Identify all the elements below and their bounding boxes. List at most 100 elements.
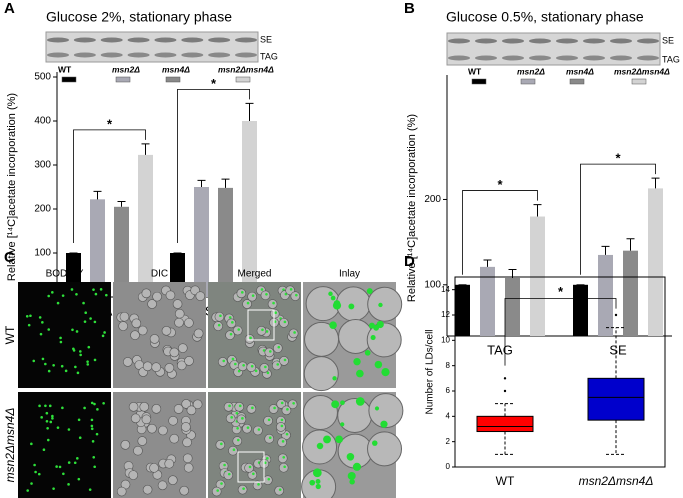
lipid-droplet (267, 477, 271, 481)
cell (181, 422, 191, 432)
cell (151, 362, 161, 373)
cell (141, 288, 152, 299)
blot-band (637, 55, 659, 61)
cell (142, 361, 153, 372)
lipid-droplet (101, 334, 105, 338)
legend-label: WT (58, 64, 72, 74)
lipid-droplet (51, 291, 54, 294)
lipid-droplet (47, 294, 51, 298)
cell (368, 393, 404, 429)
lipid-droplet (32, 359, 36, 363)
cell (277, 453, 288, 464)
lipid-droplet (40, 416, 43, 419)
lipid-droplet (268, 436, 272, 440)
lipid-droplet (368, 322, 375, 329)
lipid-droplet (283, 320, 287, 324)
y-tick-label: 200 (34, 204, 51, 215)
lipid-droplet (90, 427, 94, 431)
cell (164, 458, 175, 469)
blot-band (47, 52, 69, 58)
lipid-droplet (39, 332, 43, 336)
y-tick-label: 4 (446, 411, 451, 420)
cell (246, 404, 257, 414)
cell (246, 362, 256, 373)
error-bar (221, 178, 230, 188)
y-tick-label: 500 (34, 72, 51, 83)
lipid-droplet (77, 418, 81, 422)
error-bar (141, 143, 150, 155)
cell (139, 402, 150, 412)
lipid-droplet (237, 328, 241, 331)
lipid-droplet (48, 404, 52, 408)
lipid-droplet (229, 332, 233, 336)
panel-label: A (4, 0, 15, 17)
blot-band (583, 55, 605, 61)
lipid-droplet (59, 336, 62, 340)
lipid-droplet (283, 465, 286, 469)
cell (147, 299, 157, 309)
significance-label: * (107, 116, 113, 131)
micrograph (18, 282, 111, 388)
cell (214, 311, 225, 322)
cell (269, 308, 280, 319)
cell (179, 485, 189, 496)
column-label: Inlay (339, 269, 360, 280)
cell (252, 480, 263, 491)
cell (173, 404, 184, 414)
lipid-droplet (355, 397, 365, 406)
lipid-droplet (56, 301, 60, 305)
inlay-box (247, 309, 275, 341)
cell (274, 485, 284, 496)
bar (455, 284, 470, 336)
plot-frame (454, 276, 666, 468)
whisker (495, 403, 515, 417)
lipid-droplet (37, 472, 41, 476)
lipid-droplet (70, 288, 74, 291)
lipid-droplet (216, 489, 220, 492)
lipid-droplet (59, 340, 63, 344)
cell (174, 317, 184, 328)
y-tick-label: 200 (424, 194, 441, 205)
lipid-droplet (58, 465, 62, 469)
lipid-droplet (231, 321, 234, 324)
lipid-droplet (44, 404, 47, 408)
lipid-droplet (330, 295, 336, 301)
box (587, 377, 645, 421)
bar (480, 266, 495, 336)
cell (276, 422, 286, 432)
lipid-droplet (90, 418, 94, 422)
legend-label: msn4Δ (566, 66, 594, 76)
cell (151, 404, 162, 414)
lipid-droplet (95, 432, 99, 436)
cell (116, 486, 127, 497)
bar (648, 188, 663, 336)
significance-bracket (504, 298, 617, 366)
cell (236, 414, 247, 425)
lipid-droplet (230, 416, 233, 419)
lipid-droplet (92, 455, 96, 459)
lipid-droplet (370, 335, 376, 341)
significance-bracket (73, 129, 146, 243)
cell (242, 299, 252, 309)
error-bar (651, 177, 660, 189)
cell (122, 357, 133, 367)
lipid-droplet (340, 400, 345, 406)
cell (337, 433, 373, 469)
bar (598, 254, 613, 336)
lipid-droplet (25, 314, 29, 318)
y-tick-label: 400 (34, 116, 51, 127)
cell (272, 343, 283, 353)
lipid-droplet (83, 406, 86, 410)
cell (367, 286, 403, 322)
blot-band (502, 38, 524, 44)
lipid-droplet (374, 360, 383, 369)
lipid-droplet (285, 432, 289, 436)
cell (182, 453, 193, 464)
cell (213, 321, 223, 331)
bar (530, 216, 545, 336)
y-axis-label: Relative [¹⁴C]acetate incorporation (%) (6, 93, 18, 281)
lipid-droplet (228, 316, 232, 319)
lipid-droplet (349, 479, 355, 485)
lipid-droplet (252, 472, 255, 476)
lipid-droplet (220, 482, 223, 485)
